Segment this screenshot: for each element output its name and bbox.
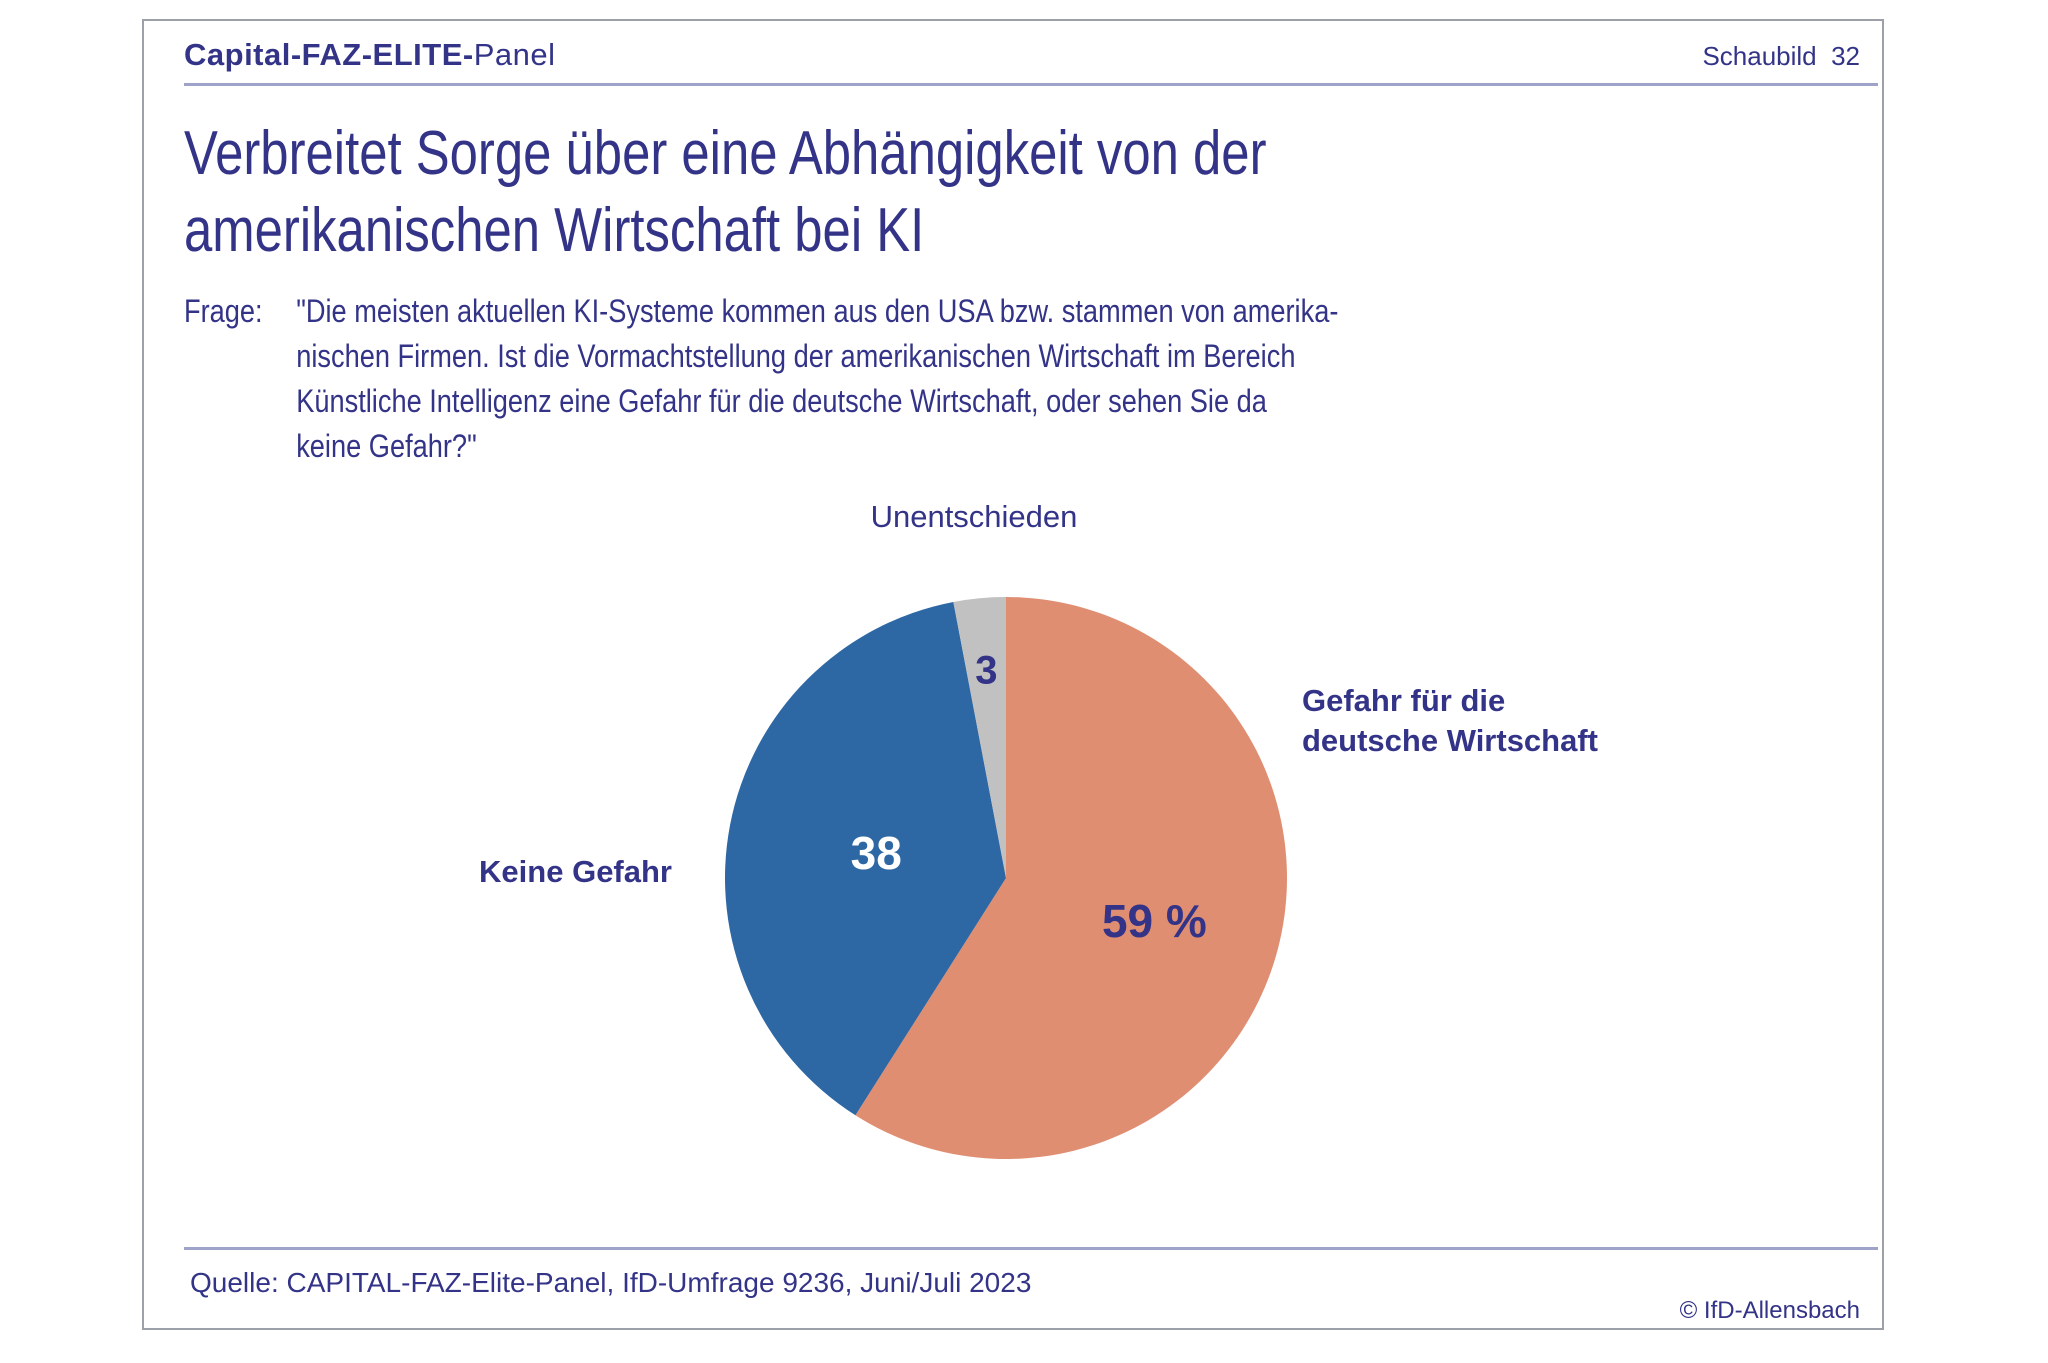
pie-value-59: 59 % xyxy=(1101,895,1207,948)
brand-header: Capital-FAZ-ELITE-Panel xyxy=(184,37,556,73)
question-text: "Die meisten aktuellen KI-Systeme kommen… xyxy=(296,293,1339,464)
pie-label-keine-gefahr: Keine Gefahr xyxy=(479,854,672,889)
survey-question: Frage: "Die meisten aktuellen KI-Systeme… xyxy=(184,289,1338,469)
brand-bold-part: Capital-FAZ-ELITE- xyxy=(184,37,474,72)
header-divider-line xyxy=(184,83,1878,86)
pie-chart xyxy=(725,597,1287,1159)
pie-wrap: 59 % 38 3 xyxy=(725,597,1287,1159)
source-line: Quelle: CAPITAL-FAZ-Elite-Panel, IfD-Umf… xyxy=(190,1267,1032,1298)
pie-slice-gefahr-für-die-deutsche-wirtschaft xyxy=(855,597,1287,1159)
copyright-notice: © IfD-Allensbach xyxy=(1679,1297,1860,1324)
page-title: Verbreitet Sorge über eine Abhängigkeit … xyxy=(184,119,1267,265)
footer-divider-line xyxy=(184,1247,1878,1250)
slide-panel: Capital-FAZ-ELITE-Panel Schaubild 32 Ver… xyxy=(142,19,1884,1330)
schaubild-number: Schaubild 32 xyxy=(1702,41,1860,71)
pie-value-3: 3 xyxy=(975,648,998,693)
question-label: Frage: xyxy=(184,293,263,329)
pie-slice-keine-gefahr xyxy=(725,601,1006,1116)
brand-regular-part: Panel xyxy=(473,37,556,72)
pie-value-38: 38 xyxy=(850,827,902,880)
pie-label-unentschieden: Unentschieden xyxy=(870,499,1078,534)
pie-label-gefahr-deutsche-wirtschaft: Gefahr für die deutsche Wirtschaft xyxy=(1302,683,1598,758)
pie-slice-unentschieden xyxy=(953,597,1006,878)
